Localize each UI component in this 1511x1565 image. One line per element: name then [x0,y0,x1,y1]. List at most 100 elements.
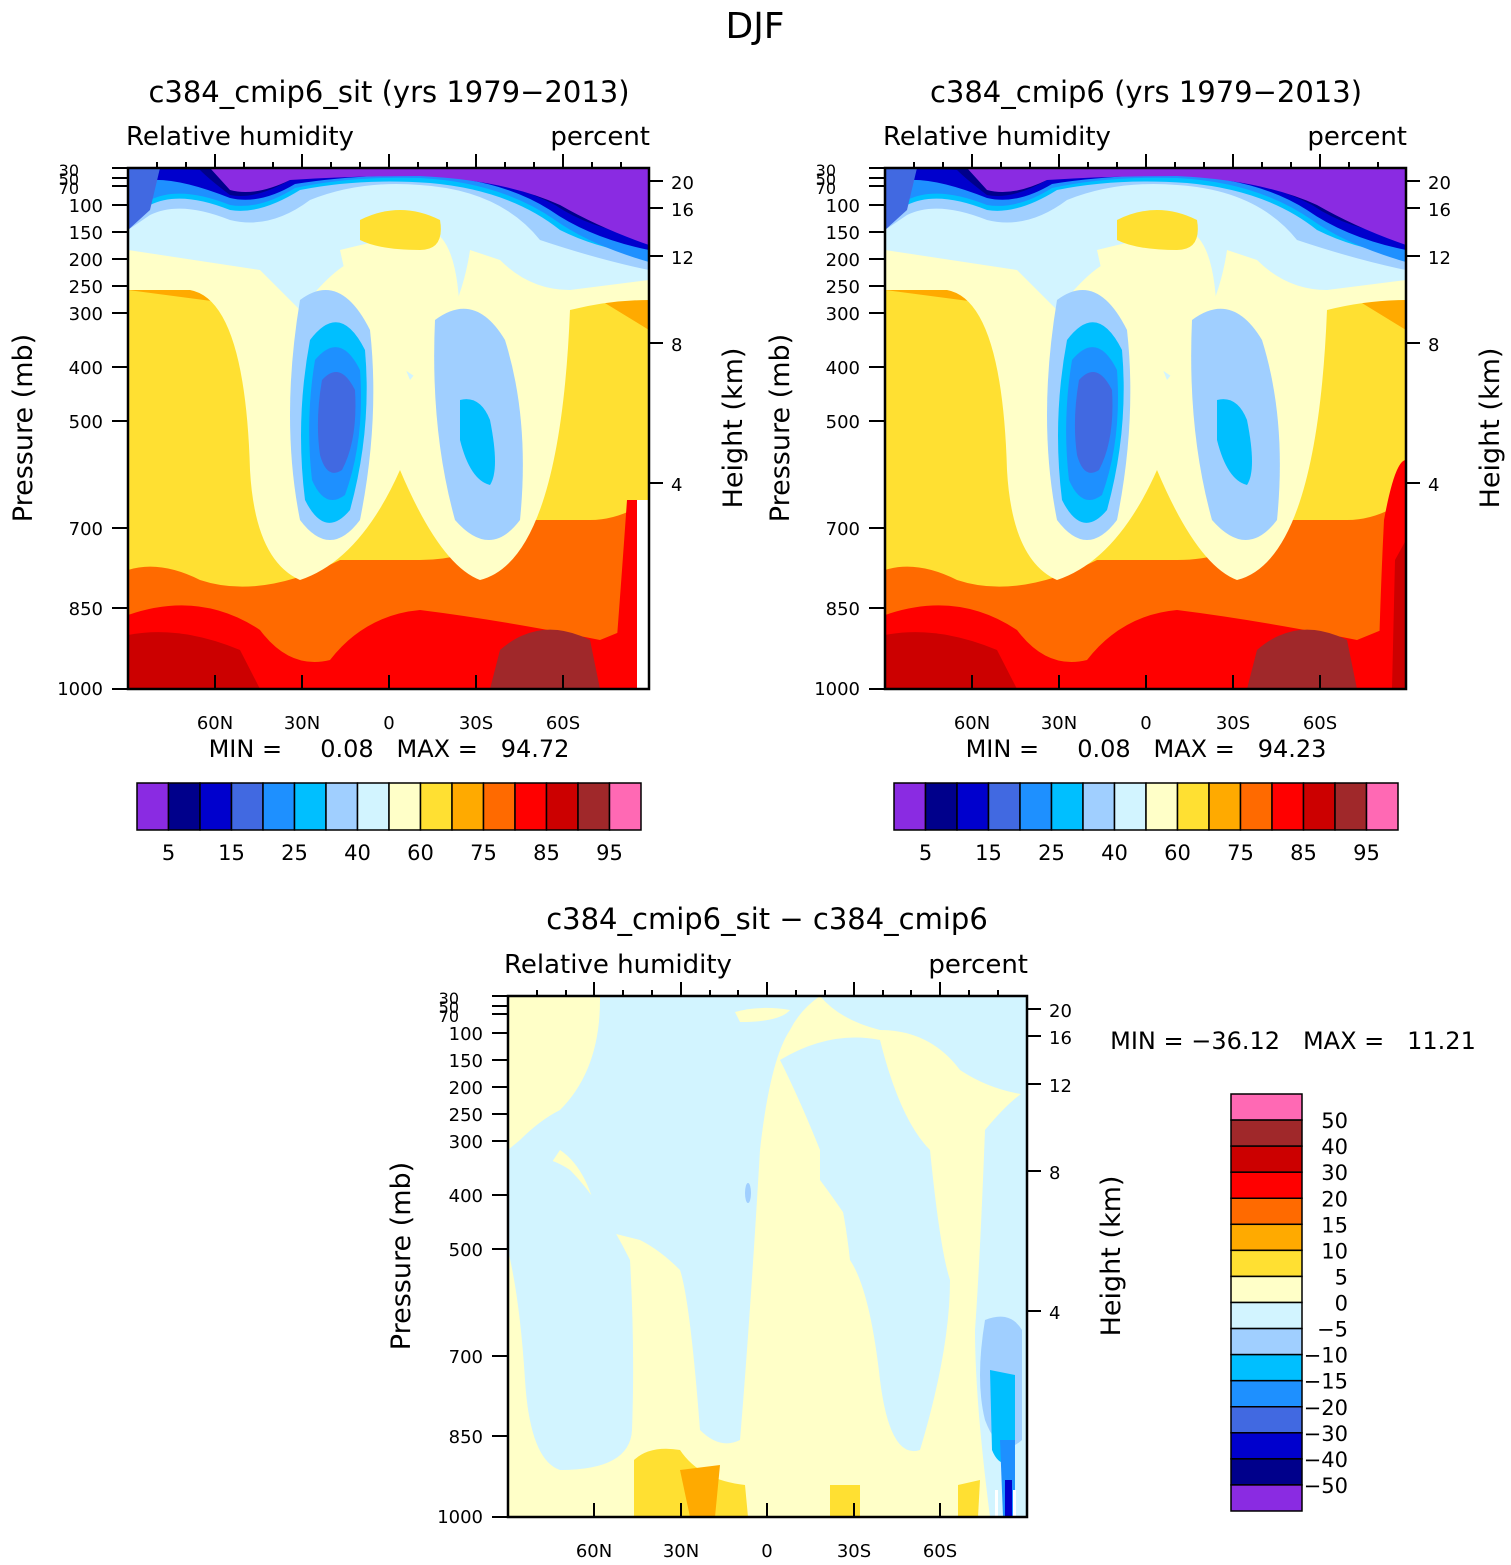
colorbar-label: 60 [407,841,434,865]
panel-c-xtick-30n: 30N [663,1541,699,1562]
colorbar-swatch-9 [1176,782,1210,831]
colorbar-swatch-7 [1230,1275,1303,1304]
panel-c-ytick-500: 500 [449,1240,483,1261]
colorbar-swatch-0 [136,782,170,831]
panel-c-ytick-200: 200 [449,1078,483,1099]
colorbar-label: 15 [975,841,1002,865]
panel-b-xtick-0: 0 [1140,713,1151,734]
panel-a-rtick-16: 16 [671,200,694,221]
panel-b-ytick-1000: 1000 [814,679,860,700]
panel-b-ytick-300: 300 [826,304,860,325]
panel-a-ytick-70: 70 [59,179,79,198]
panel-b-ytick-400: 400 [826,358,860,379]
colorbar-swatch-1 [167,782,201,831]
colorbar-swatch-5 [293,782,327,831]
panel-c-ytick-850: 850 [449,1427,483,1448]
colorbar-label: −20 [1304,1396,1348,1420]
colorbar-label: 40 [1101,841,1128,865]
colorbar-swatch-6 [1230,1249,1303,1278]
colorbar-label: 85 [1290,841,1317,865]
panel-a-ytick-100: 100 [69,196,103,217]
panel-a-ytick-200: 200 [69,250,103,271]
panel-a-colorbar: 5 15 25 40 60 75 85 95 [136,782,642,865]
colorbar-swatch-6 [1082,782,1116,831]
panel-b: c384_cmip6 (yrs 1979−2013) Relative humi… [765,75,1506,865]
panel-a-xtick-60s: 60S [546,713,580,734]
colorbar-label: 15 [218,841,245,865]
colorbar-label: −40 [1304,1448,1348,1472]
colorbar-swatch-0 [893,782,927,831]
colorbar-swatch-0 [1230,1093,1303,1121]
colorbar-swatch-4 [262,782,296,831]
panel-a-rtick-4: 4 [671,475,682,496]
panel-c-x-ticks [536,982,999,1517]
colorbar-swatch-11 [482,782,516,831]
panel-c-ytick-30: 30 [439,989,459,1008]
panel-c-units-label: percent [928,950,1028,980]
colorbar-swatch-2 [956,782,990,831]
panel-a-left-ticks [112,167,128,690]
panel-c-rtick-20: 20 [1049,1001,1072,1022]
panel-b-xtick-60n: 60N [954,713,990,734]
colorbar-label: 0 [1335,1292,1348,1316]
colorbar-swatch-10 [1230,1353,1303,1382]
colorbar-label: 95 [596,841,623,865]
panel-a: c384_cmip6_sit (yrs 1979−2013) Relative … [8,75,749,865]
panel-b-xtick-30n: 30N [1041,713,1077,734]
panel-a-ylabel: Pressure (mb) [8,334,39,522]
colorbar-label: 15 [1321,1213,1348,1237]
colorbar-swatch-5 [1050,782,1084,831]
panel-c-title: c384_cmip6_sit − c384_cmip6 [546,902,988,936]
panel-c-right-ticks [1027,1008,1041,1312]
colorbar-label: 5 [919,841,932,865]
colorbar-label: 10 [1321,1239,1348,1263]
panel-a-right-ticks [649,180,663,484]
colorbar-swatch-11 [1230,1379,1303,1408]
panel-a-contour-field [128,168,649,689]
panel-b-ytick-100: 100 [826,196,860,217]
colorbar-swatch-13 [545,782,579,831]
colorbar-label: 40 [344,841,371,865]
panel-b-contour-field [885,168,1406,689]
colorbar-swatch-2 [199,782,233,831]
colorbar-swatch-15 [1230,1484,1303,1512]
colorbar-swatch-8 [1230,1301,1303,1330]
panel-a-rtick-12: 12 [671,248,694,269]
colorbar-swatch-7 [1113,782,1147,831]
colorbar-label: 85 [533,841,560,865]
panel-c-rtick-4: 4 [1049,1303,1060,1324]
panel-c-xtick-30s: 30S [837,1541,871,1562]
panel-b-ytick-500: 500 [826,412,860,433]
panel-b-rtick-12: 12 [1428,248,1451,269]
panel-a-ytick-50: 50 [59,170,79,189]
panel-b-ytick-700: 700 [826,519,860,540]
panel-a-x-ticks [156,154,622,689]
panel-c-ytick-400: 400 [449,1186,483,1207]
panel-b-ytick-250: 250 [826,277,860,298]
panel-b-rtick-8: 8 [1428,335,1439,356]
colorbar-label: 25 [281,841,308,865]
panel-a-ytick-250: 250 [69,277,103,298]
panel-c-ytick-50: 50 [439,998,459,1017]
panel-c-xtick-0: 0 [761,1541,772,1562]
colorbar-swatch-12 [514,782,548,831]
colorbar-label: 60 [1164,841,1191,865]
panel-c-left-ticks [492,995,508,1518]
panel-c-contour-field [508,996,1027,1517]
panel-a-ytick-500: 500 [69,412,103,433]
panel-c-ytick-700: 700 [449,1347,483,1368]
colorbar-swatch-15 [1365,782,1399,831]
figure-main-title: DJF [725,6,784,47]
panel-c-ytick-70: 70 [439,1007,459,1026]
colorbar-label: 25 [1038,841,1065,865]
panel-a-xtick-0: 0 [383,713,394,734]
colorbar-swatch-14 [1334,782,1368,831]
panel-c-ytick-150: 150 [449,1051,483,1072]
panel-c-rtick-8: 8 [1049,1163,1060,1184]
panel-a-ytick-400: 400 [69,358,103,379]
panel-a-ytick-850: 850 [69,599,103,620]
panel-c-xtick-60n: 60N [576,1541,612,1562]
colorbar-swatch-11 [1239,782,1273,831]
panel-c-ytick-100: 100 [449,1024,483,1045]
